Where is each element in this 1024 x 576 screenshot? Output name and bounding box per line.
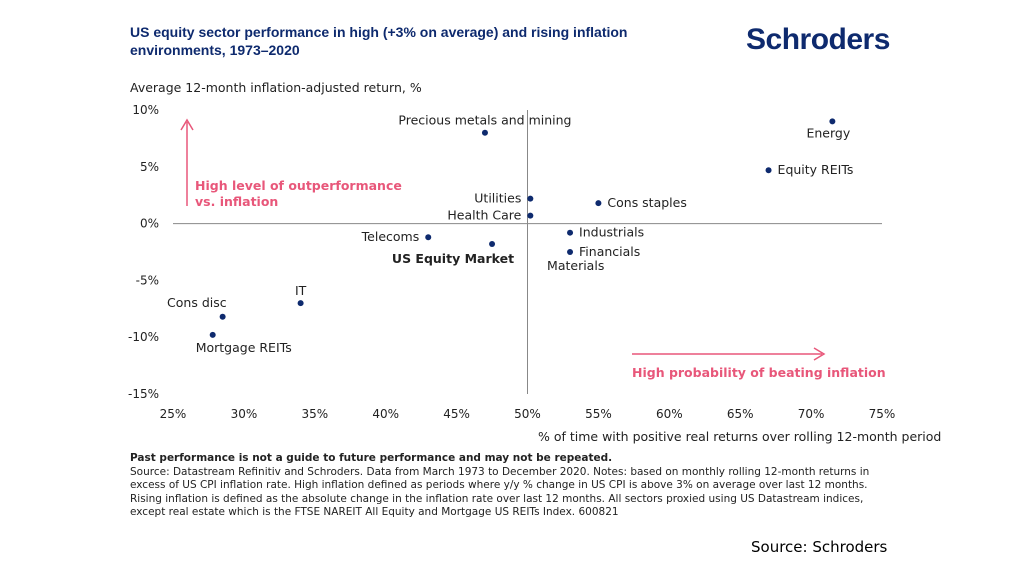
y-tick-label: -15% [128,387,159,401]
data-point [829,118,836,125]
source-footer: Source: Schroders [751,538,888,556]
point-label: Cons staples [607,195,686,210]
x-tick-label: 55% [585,407,612,421]
x-tick-label: 40% [372,407,399,421]
data-point [489,241,496,248]
y-tick-label: -5% [136,273,159,287]
point-label: US Equity Market [392,251,514,266]
point-label: Equity REITs [778,162,854,177]
annotation-text: High probability of beating inflation [632,365,886,380]
source-notes-text: Source: Datastream Refinitiv and Schrode… [130,465,870,519]
x-tick-label: 45% [443,407,470,421]
disclaimer-text: Past performance is not a guide to futur… [130,452,613,464]
data-point [527,212,534,219]
data-point [481,129,488,136]
x-axis-label: % of time with positive real returns ove… [538,429,941,444]
data-point [527,195,534,202]
y-tick-label: -10% [128,330,159,344]
data-point [765,167,772,174]
chart-notes: Past performance is not a guide to futur… [130,452,890,520]
point-label: IT [295,283,307,298]
data-point [567,249,574,255]
point-label: Materials [547,258,604,273]
data-point [567,229,574,236]
x-tick-label: 65% [727,407,754,421]
point-label: Mortgage REITs [196,340,292,355]
right-arrow-head-icon [813,347,826,361]
data-point [209,331,216,338]
x-tick-label: 35% [301,407,328,421]
point-label: Health Care [447,208,521,223]
point-label: Financials [579,244,640,259]
point-label: Utilities [474,191,521,206]
point-label: Industrials [579,225,644,240]
data-point [219,313,226,320]
x-tick-label: 30% [231,407,258,421]
point-label: Energy [806,125,850,140]
data-point [297,300,304,307]
point-label: Telecoms [361,229,420,244]
point-label: Cons disc [167,295,227,310]
x-tick-label: 70% [798,407,825,421]
x-tick-label: 60% [656,407,683,421]
annotation-text: High level of outperformance [195,178,402,193]
x-tick-label: 50% [514,407,541,421]
y-axis-label: Average 12-month inflation-adjusted retu… [130,80,422,95]
x-tick-label: 25% [160,407,187,421]
data-point [425,234,432,241]
point-label: Precious metals and mining [398,113,571,128]
up-arrow-head-icon [180,118,194,131]
y-tick-label: 5% [140,160,159,174]
schroders-logo: Schroders [746,23,890,56]
data-point [595,200,602,207]
chart-title: US equity sector performance in high (+3… [130,24,628,58]
x-tick-label: 75% [869,407,896,421]
annotation-text: vs. inflation [195,194,278,209]
y-tick-label: 10% [132,103,159,117]
y-tick-label: 0% [140,217,159,231]
